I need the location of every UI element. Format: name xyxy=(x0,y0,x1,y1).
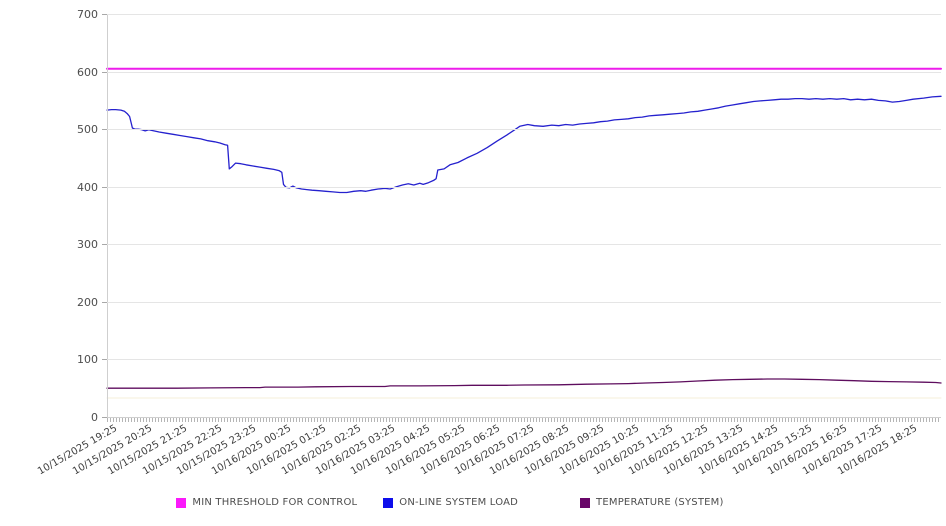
y-axis-label-400: 400 xyxy=(77,180,98,194)
legend-item-temperature: TEMPERATURE (SYSTEM) xyxy=(580,497,724,508)
y-tick-100 xyxy=(102,359,107,361)
y-axis-label-500: 500 xyxy=(77,123,98,137)
y-axis-label-100: 100 xyxy=(77,353,98,367)
gridline-100 xyxy=(107,359,941,361)
y-tick-600 xyxy=(102,71,107,73)
temperature-swatch-icon xyxy=(580,497,591,508)
y-axis-label-200: 200 xyxy=(77,295,98,309)
legend-item-system-load: ON-LINE SYSTEM LOAD xyxy=(383,497,518,508)
y-axis-label-700: 700 xyxy=(77,8,98,21)
y-tick-700 xyxy=(102,14,107,15)
y-axis-label-300: 300 xyxy=(77,238,98,252)
system-load-swatch-icon xyxy=(383,497,394,508)
legend-label-temperature: TEMPERATURE (SYSTEM) xyxy=(596,497,724,508)
x-axis-minor-ticks xyxy=(107,418,941,422)
y-tick-400 xyxy=(102,186,107,188)
y-axis-label-600: 600 xyxy=(77,65,98,79)
y-axis-label-0: 0 xyxy=(91,411,98,424)
legend-item-min-threshold: MIN THRESHOLD FOR CONTROL xyxy=(176,497,357,508)
y-tick-0 xyxy=(102,417,107,418)
y-tick-500 xyxy=(102,129,107,131)
min-threshold-swatch-icon xyxy=(176,497,187,508)
series-line-temperature-system- xyxy=(106,378,942,389)
gridline-600 xyxy=(107,71,941,73)
y-tick-200 xyxy=(102,301,107,303)
gridline-500 xyxy=(107,129,941,131)
gridline-700 xyxy=(107,14,941,15)
legend: MIN THRESHOLD FOR CONTROL ON-LINE SYSTEM… xyxy=(0,497,946,508)
y-tick-300 xyxy=(102,244,107,246)
legend-label-min-threshold: MIN THRESHOLD FOR CONTROL xyxy=(192,497,358,508)
y-axis-line xyxy=(107,14,108,417)
x-axis-line xyxy=(107,417,941,418)
gridline-300 xyxy=(107,244,941,246)
legend-label-system-load: ON-LINE SYSTEM LOAD xyxy=(399,497,519,508)
gridline-200 xyxy=(107,301,941,303)
gridline-400 xyxy=(107,186,941,188)
series-line-on-line-system-load xyxy=(106,95,942,194)
